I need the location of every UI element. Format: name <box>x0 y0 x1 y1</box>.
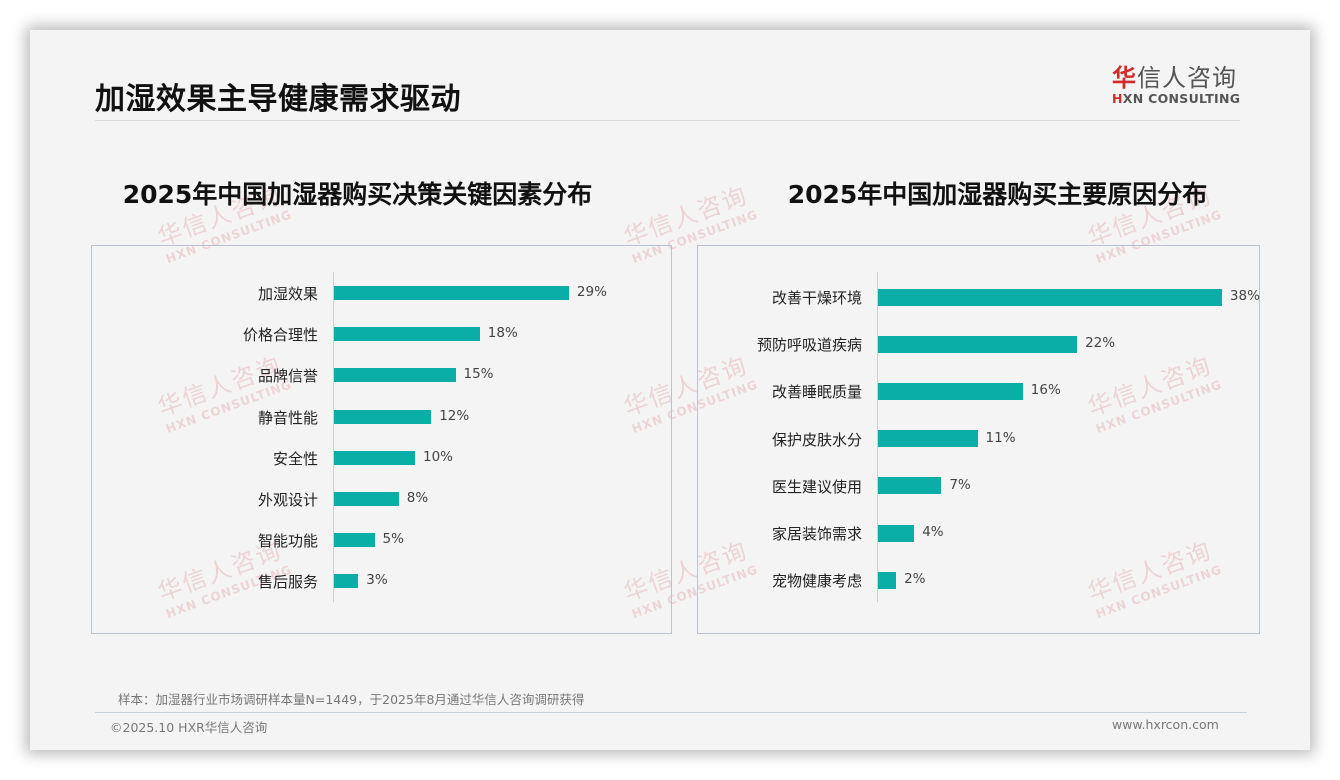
category-label: 智能功能 <box>257 532 318 551</box>
value-label: 7% <box>949 476 971 493</box>
category-label: 改善干燥环境 <box>771 289 862 307</box>
category-label: 安全性 <box>272 449 318 468</box>
value-label: 16% <box>1030 382 1061 399</box>
value-label: 10% <box>423 448 454 465</box>
bar[interactable] <box>334 450 415 465</box>
value-label: 18% <box>487 325 518 342</box>
category-label: 保护皮肤水分 <box>771 430 862 449</box>
value-label: 22% <box>1085 335 1116 352</box>
category-label: 加湿效果 <box>257 285 318 303</box>
y-axis-line <box>877 272 878 602</box>
logo-en-text: XN CONSULTING <box>1122 91 1241 106</box>
category-label: 售后服务 <box>257 573 318 592</box>
category-label: 宠物健康考虑 <box>771 572 862 591</box>
page-title: 加湿效果主导健康需求驱动 <box>95 82 461 117</box>
logo-accent-char: 华 <box>1112 64 1137 92</box>
value-label: 11% <box>985 429 1016 446</box>
bar[interactable] <box>878 430 978 448</box>
bar[interactable] <box>878 382 1023 400</box>
website-link[interactable]: www.hxrcon.com <box>1112 717 1219 732</box>
logo-english: HXN CONSULTING <box>1112 92 1242 106</box>
bar[interactable] <box>334 574 359 589</box>
bar[interactable] <box>334 533 375 548</box>
bar[interactable] <box>334 492 399 506</box>
value-label: 38% <box>1229 288 1260 304</box>
logo-cn-text: 信人咨询 <box>1137 64 1237 92</box>
title-divider <box>95 120 1240 121</box>
value-label: 4% <box>922 524 944 540</box>
value-label: 3% <box>366 572 388 589</box>
category-label: 预防呼吸道疾病 <box>756 336 862 355</box>
chart-title-purchase-reasons: 2025年中国加湿器购买主要原因分布 <box>787 180 1208 209</box>
value-label: 8% <box>406 490 429 506</box>
chart-box-decision-factors <box>91 245 672 634</box>
bar[interactable] <box>878 524 915 542</box>
bar[interactable] <box>878 288 1222 306</box>
chart-box-purchase-reasons <box>697 245 1260 634</box>
slide: 加湿效果主导健康需求驱动 华信人咨询 HXN CONSULTING 华信人咨询 H… <box>30 30 1310 750</box>
logo-chinese: 华信人咨询 <box>1112 64 1242 92</box>
value-label: 29% <box>576 284 607 300</box>
bar[interactable] <box>878 571 897 589</box>
bar[interactable] <box>334 368 456 383</box>
category-label: 医生建议使用 <box>771 477 862 496</box>
bar[interactable] <box>334 327 480 342</box>
value-label: 15% <box>463 366 494 383</box>
bar[interactable] <box>334 286 569 300</box>
chart-title-decision-factors: 2025年中国加湿器购买决策关键因素分布 <box>122 180 593 209</box>
bar[interactable] <box>878 477 942 495</box>
y-axis-line <box>333 272 334 602</box>
category-label: 静音性能 <box>257 408 318 427</box>
company-logo: 华信人咨询 HXN CONSULTING <box>1112 64 1242 110</box>
footer-divider <box>95 712 1247 713</box>
category-label: 价格合理性 <box>242 326 318 345</box>
value-label: 5% <box>382 531 404 548</box>
category-label: 改善睡眠质量 <box>771 383 862 402</box>
category-label: 外观设计 <box>257 491 318 509</box>
value-label: 12% <box>439 407 470 424</box>
logo-en-accent: H <box>1112 91 1123 106</box>
category-label: 家居装饰需求 <box>771 525 862 543</box>
bar[interactable] <box>878 335 1078 353</box>
category-label: 品牌信誉 <box>257 367 318 386</box>
sample-footnote: 样本：加湿器行业市场调研样本量N=1449，于2025年8月通过华信人咨询调研获… <box>118 692 585 707</box>
value-label: 2% <box>904 571 926 588</box>
copyright: ©2025.10 HXR华信人咨询 <box>110 720 268 735</box>
bar[interactable] <box>334 409 432 424</box>
